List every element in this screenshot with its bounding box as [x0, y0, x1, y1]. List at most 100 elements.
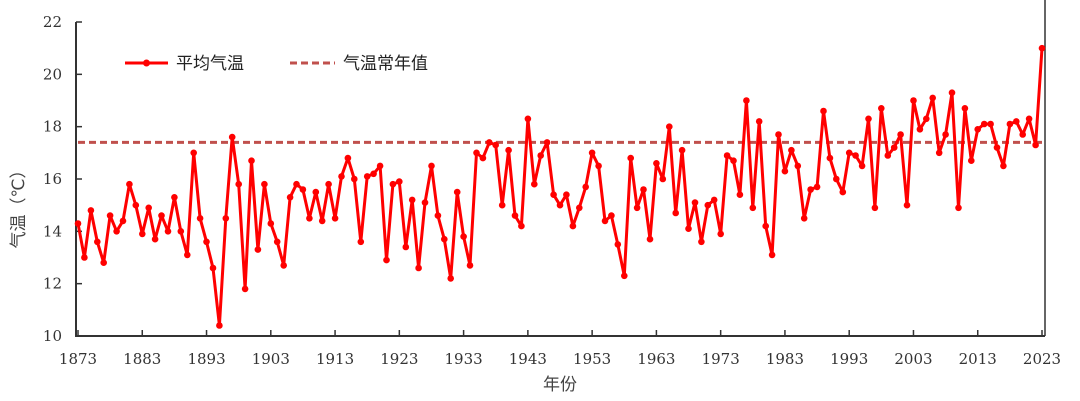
data-point-1894 [209, 264, 217, 272]
data-point-1883 [139, 230, 146, 238]
data-point-1897 [228, 133, 236, 141]
data-point-2006 [929, 94, 936, 102]
x-tick-label: 1953 [573, 350, 611, 368]
data-point-2015 [987, 120, 994, 128]
data-point-1912 [325, 180, 332, 188]
data-point-1987 [807, 186, 814, 193]
data-point-1936 [479, 154, 487, 162]
data-point-2010 [955, 204, 962, 212]
x-tick-label: 1873 [59, 350, 97, 368]
data-point-1930 [441, 235, 448, 243]
plot-area [74, 44, 1046, 329]
data-point-1998 [878, 105, 885, 112]
x-tick-label: 2003 [894, 350, 932, 368]
data-point-1986 [800, 215, 808, 222]
data-point-1984 [788, 146, 795, 154]
data-point-1878 [106, 212, 114, 219]
data-point-1988 [813, 183, 821, 191]
data-point-1954 [595, 162, 602, 170]
data-point-1976 [736, 191, 744, 198]
data-point-1931 [447, 275, 455, 282]
data-point-1901 [254, 246, 262, 253]
data-point-1900 [248, 157, 255, 164]
data-point-1875 [87, 207, 95, 214]
data-point-1881 [126, 180, 133, 188]
data-point-1964 [659, 175, 667, 183]
x-tick-label: 1923 [380, 350, 418, 368]
x-axis-label: 年份 [543, 375, 577, 395]
data-point-1950 [569, 222, 577, 230]
data-point-1943 [524, 115, 532, 123]
data-point-2021 [1025, 115, 1033, 123]
data-point-1896 [222, 215, 230, 222]
data-point-1906 [286, 194, 294, 201]
data-point-2022 [1032, 141, 1039, 149]
data-point-1944 [531, 180, 538, 188]
data-point-1891 [190, 149, 197, 157]
data-point-1927 [421, 199, 429, 206]
data-point-1919 [370, 170, 377, 178]
data-point-1953 [588, 149, 596, 157]
x-tick-label: 1943 [509, 350, 547, 368]
data-point-1955 [601, 217, 609, 225]
data-point-1879 [113, 228, 120, 235]
data-point-1899 [241, 285, 249, 293]
data-point-1970 [698, 238, 705, 246]
data-point-1880 [119, 217, 127, 225]
data-point-2007 [935, 149, 943, 157]
data-point-1915 [344, 154, 352, 162]
y-tick-label: 16 [43, 170, 62, 188]
data-point-2023 [1038, 44, 1046, 52]
data-point-2016 [993, 144, 1001, 151]
data-point-1933 [460, 233, 467, 240]
legend-label-normal: 气温常年值 [343, 54, 428, 74]
data-point-1904 [273, 238, 281, 246]
data-point-1966 [672, 209, 679, 217]
data-point-1941 [511, 212, 519, 219]
data-point-1978 [749, 204, 757, 212]
y-tick-label: 10 [43, 327, 62, 345]
average-temperature-line [76, 48, 1044, 327]
legend-marker-avg [143, 59, 150, 67]
data-point-1884 [145, 204, 152, 212]
data-point-1914 [338, 173, 345, 180]
data-point-1989 [820, 107, 827, 115]
data-point-1922 [389, 180, 397, 188]
data-point-1916 [351, 175, 358, 183]
data-point-1873 [74, 220, 82, 227]
data-point-2017 [1000, 162, 1007, 170]
data-point-1907 [293, 180, 300, 188]
data-point-1977 [743, 97, 750, 104]
data-point-1946 [543, 139, 551, 146]
data-point-1888 [171, 194, 178, 201]
data-point-1932 [453, 188, 461, 196]
data-point-1895 [216, 322, 223, 329]
data-point-1913 [331, 215, 339, 222]
axes: 10 12 14 16 18 20 22 1873 1883 1893 1903 1913 1923 19… [43, 0, 1061, 368]
data-point-1962 [646, 235, 654, 243]
x-tick-label: 2013 [959, 350, 997, 368]
data-point-1958 [621, 272, 628, 280]
data-point-1972 [710, 196, 718, 204]
data-point-1938 [492, 141, 500, 149]
x-tick-label: 1913 [316, 350, 354, 368]
data-point-1965 [666, 123, 673, 130]
data-point-1902 [261, 180, 268, 188]
data-point-2008 [942, 131, 949, 138]
y-tick-label: 22 [43, 13, 62, 31]
x-tick-label: 1903 [252, 350, 290, 368]
data-point-2003 [910, 97, 917, 104]
x-tick-label: 1993 [830, 350, 868, 368]
data-point-1963 [653, 160, 660, 167]
data-point-2018 [1006, 120, 1014, 128]
legend: 平均气温 气温常年值 [125, 54, 428, 74]
data-point-1952 [582, 183, 589, 191]
data-point-1967 [678, 146, 686, 154]
data-point-2001 [897, 131, 904, 138]
data-point-1999 [884, 152, 892, 159]
data-point-1876 [94, 238, 101, 246]
data-point-1971 [704, 201, 712, 209]
data-point-1929 [434, 212, 442, 219]
data-point-1985 [794, 162, 802, 170]
